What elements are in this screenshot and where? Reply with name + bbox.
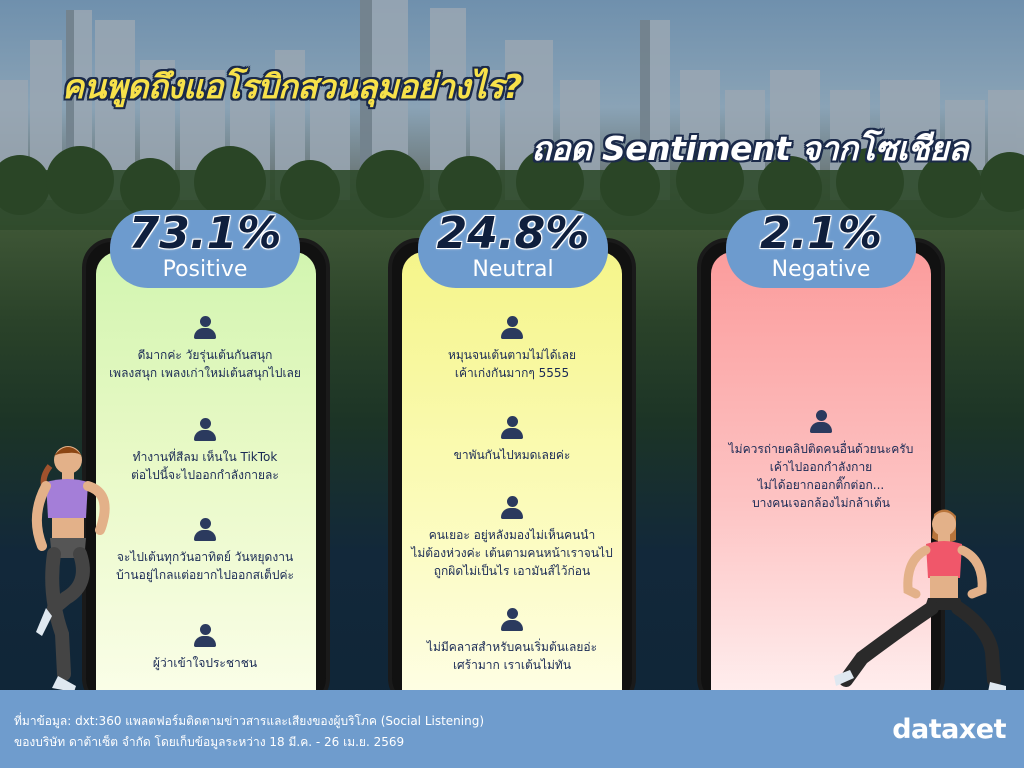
comment-line: ต่อไปนี้จะไปออกกำลังกายละ — [131, 468, 279, 482]
comment-line: ดีมากค่ะ วัยรุ่นเต้นกันสนุก — [137, 348, 273, 362]
sub-title: ถอด Sentiment จากโซเชียล — [531, 129, 968, 168]
positive-comment: จะไปเต้นทุกวันอาทิตย์ วันหยุดงาน บ้านอยู… — [98, 518, 312, 584]
positive-badge: 73.1% Positive — [110, 210, 300, 288]
user-icon — [194, 518, 216, 542]
comment-line: ไม่มีคลาสสำหรับคนเริ่มต้นเลยอ่ะ — [426, 640, 598, 654]
neutral-label: Neutral — [472, 257, 554, 282]
neutral-comment: ไม่มีคลาสสำหรับคนเริ่มต้นเลยอ่ะ เศร้ามาก… — [404, 608, 620, 674]
positive-comment: ผู้ว่าเข้าใจประชาชน — [98, 624, 312, 672]
comment-line: ไม่ต้องห่วงค่ะ เต้นตามคนหน้าเราจนไป — [411, 546, 613, 560]
user-icon — [501, 608, 523, 632]
dataxet-logo: dataxet — [892, 714, 1006, 745]
comment-line: คนเยอะ อยู่หลังมองไม่เห็นคนนำ — [428, 528, 596, 542]
neutral-comment: หมุนจนเต้นตามไม่ได้เลย เค้าเก่งกันมากๆ 5… — [404, 316, 620, 382]
comment-line: เพลงสนุก เพลงเก่าใหม่เต้นสนุกไปเลย — [109, 366, 301, 380]
woman-jogging-illustration — [31, 446, 110, 692]
main-title: คนพูดถึงแอโรบิกสวนลุมอย่างไร? — [62, 67, 522, 106]
positive-label: Positive — [162, 257, 248, 282]
comment-line: ไม่ได้อยากออกติ๊กต่อก... — [757, 478, 885, 492]
comment-line: เศร้ามาก เราเต้นไม่ทัน — [452, 658, 572, 672]
negative-phone-panel — [697, 238, 945, 708]
user-icon — [194, 316, 216, 340]
source-text-line2: ของบริษัท ดาต้าเซ็ต จำกัด โดยเก็บข้อมูลร… — [14, 735, 405, 749]
positive-comment: ดีมากค่ะ วัยรุ่นเต้นกันสนุก เพลงสนุก เพล… — [98, 316, 312, 382]
neutral-comment: คนเยอะ อยู่หลังมองไม่เห็นคนนำ ไม่ต้องห่ว… — [404, 496, 620, 580]
woman-stretching-illustration — [834, 509, 1006, 694]
positive-comment: ทำงานที่สีลม เห็นใน TikTok ต่อไปนี้จะไปอ… — [98, 418, 312, 484]
footer-bar — [0, 690, 1024, 768]
comment-line: บ้านอยู่ไกลแต่อยากไปออกสเต็ปค่ะ — [116, 568, 294, 582]
comment-line: ขาพันกันไปหมดเลยค่ะ — [453, 448, 571, 462]
comment-line: จะไปเต้นทุกวันอาทิตย์ วันหยุดงาน — [116, 550, 294, 564]
comment-line: เค้าเก่งกันมากๆ 5555 — [454, 366, 570, 380]
comment-line: หมุนจนเต้นตามไม่ได้เลย — [447, 348, 577, 362]
comment-line: เค้าไปออกกำลังกาย — [769, 460, 873, 474]
comment-line: บางคนเจอกล้องไม่กล้าเต้น — [752, 496, 890, 510]
user-icon — [501, 416, 523, 440]
comment-line: ทำงานที่สีลม เห็นใน TikTok — [132, 450, 278, 464]
user-icon — [194, 624, 216, 648]
user-icon — [194, 418, 216, 442]
negative-badge: 2.1% Negative — [726, 210, 916, 288]
positive-percent: 73.1% — [128, 208, 282, 259]
negative-label: Negative — [771, 257, 871, 282]
user-icon — [810, 410, 832, 434]
comment-line: ผู้ว่าเข้าใจประชาชน — [152, 656, 258, 670]
neutral-comment: ขาพันกันไปหมดเลยค่ะ — [404, 416, 620, 464]
user-icon — [501, 316, 523, 340]
negative-percent: 2.1% — [759, 208, 883, 259]
neutral-badge: 24.8% Neutral — [418, 210, 608, 288]
source-text-line1: ที่มาข้อมูล: dxt:360 แพลตฟอร์มติดตามข่าว… — [14, 714, 485, 728]
city-skyline-image — [0, 0, 1024, 230]
comment-line: ไม่ควรถ่ายคลิปติดคนอื่นด้วยนะครับ — [728, 442, 914, 456]
user-icon — [501, 496, 523, 520]
comment-line: ถูกผิดไม่เป็นไร เอามันส์ไว้ก่อน — [433, 564, 591, 578]
neutral-percent: 24.8% — [436, 208, 590, 259]
negative-comment: ไม่ควรถ่ายคลิปติดคนอื่นด้วยนะครับ เค้าไป… — [713, 410, 929, 512]
